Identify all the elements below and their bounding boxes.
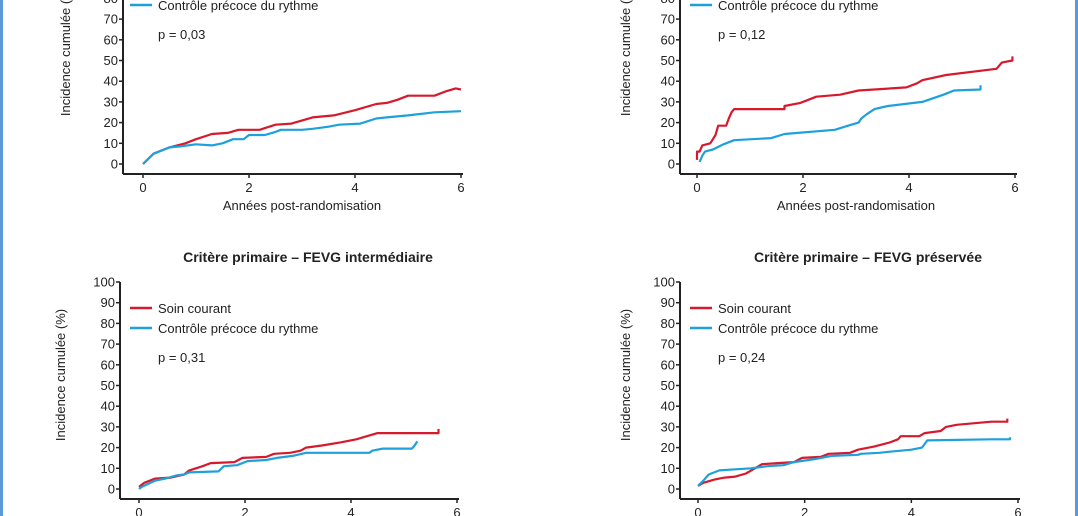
y-tick-label: 20 [661, 440, 675, 455]
y-tick-label: 50 [104, 53, 118, 68]
x-tick-label: 0 [139, 180, 146, 195]
y-tick-label: 40 [101, 399, 115, 414]
y-tick-label: 90 [101, 295, 115, 310]
x-tick-label: 0 [135, 505, 142, 516]
y-tick-label: 90 [661, 295, 675, 310]
y-tick-label: 60 [101, 357, 115, 372]
x-axis-label: Années post-randomisation [223, 198, 381, 213]
y-tick-label: 70 [661, 12, 675, 27]
y-tick-label: 70 [104, 12, 118, 27]
y-tick-label: 0 [668, 157, 675, 172]
y-tick-label: 10 [104, 136, 118, 151]
x-axis-label: Années post-randomisation [777, 198, 935, 213]
p-value-annotation: p = 0,03 [158, 27, 205, 42]
series-line-soin-courant [697, 418, 1009, 487]
p-value-annotation: p = 0,24 [718, 350, 765, 365]
legend-label: Contrôle précoce du rythme [158, 321, 318, 336]
p-value-annotation: p = 0,31 [158, 350, 205, 365]
x-tick-label: 2 [801, 505, 808, 516]
chart-title: Critère primaire – FEVG intermédiaire [183, 249, 433, 265]
p-value-annotation: p = 0,12 [718, 27, 765, 42]
y-tick-label: 30 [661, 419, 675, 434]
y-tick-label: 80 [661, 0, 675, 6]
y-tick-label: 100 [653, 275, 675, 290]
x-tick-label: 2 [241, 505, 248, 516]
series-line-controle-precoce [698, 85, 982, 163]
x-tick-label: 6 [1011, 180, 1018, 195]
y-tick-label: 20 [661, 115, 675, 130]
x-tick-label: 6 [457, 180, 464, 195]
x-tick-label: 4 [347, 505, 354, 516]
y-axis-label: Incidence cumulée (%) [618, 0, 633, 116]
series-line-soin-courant [695, 56, 1014, 160]
y-axis-label: Incidence cumulée (%) [618, 309, 633, 441]
x-tick-label: 4 [908, 505, 915, 516]
y-tick-label: 10 [101, 461, 115, 476]
y-tick-label: 50 [101, 378, 115, 393]
series-line-controle-precoce [138, 440, 419, 490]
series-line-controle-precoce [142, 110, 462, 165]
x-tick-label: 0 [694, 505, 701, 516]
y-tick-label: 80 [104, 0, 118, 6]
legend-label: Soin courant [718, 301, 791, 316]
frame-right-border [1075, 0, 1078, 516]
chart-title: Critère primaire – FEVG préservée [754, 249, 982, 265]
y-tick-label: 60 [661, 357, 675, 372]
legend-label: Contrôle précoce du rythme [718, 0, 878, 13]
y-tick-label: 60 [661, 32, 675, 47]
legend-label: Contrôle précoce du rythme [158, 0, 318, 13]
x-tick-label: 4 [905, 180, 912, 195]
y-tick-label: 70 [661, 337, 675, 352]
x-tick-label: 2 [799, 180, 806, 195]
y-tick-label: 20 [101, 440, 115, 455]
x-tick-label: 2 [245, 180, 252, 195]
y-tick-label: 40 [104, 74, 118, 89]
x-tick-label: 4 [351, 180, 358, 195]
series-line-soin-courant [142, 87, 462, 165]
y-tick-label: 50 [661, 378, 675, 393]
legend-label: Contrôle précoce du rythme [718, 321, 878, 336]
legend-label: Soin courant [158, 301, 231, 316]
y-axis-label: Incidence cumulée (%) [58, 0, 73, 116]
y-tick-label: 80 [661, 316, 675, 331]
y-tick-label: 10 [661, 136, 675, 151]
y-tick-label: 10 [661, 461, 675, 476]
y-tick-label: 0 [111, 157, 118, 172]
x-tick-label: 0 [693, 180, 700, 195]
x-tick-label: 6 [1014, 505, 1021, 516]
series-line-soin-courant [138, 429, 440, 488]
y-tick-label: 20 [104, 115, 118, 130]
y-tick-label: 40 [661, 399, 675, 414]
series-line-controle-precoce [697, 437, 1012, 487]
y-tick-label: 100 [93, 275, 115, 290]
y-tick-label: 30 [101, 419, 115, 434]
y-tick-label: 0 [108, 482, 115, 497]
y-tick-label: 60 [104, 32, 118, 47]
y-tick-label: 30 [104, 94, 118, 109]
frame-left-border [0, 0, 3, 516]
y-tick-label: 80 [101, 316, 115, 331]
y-tick-label: 50 [661, 53, 675, 68]
y-tick-label: 40 [661, 74, 675, 89]
y-tick-label: 30 [661, 94, 675, 109]
y-tick-label: 0 [668, 482, 675, 497]
x-tick-label: 6 [453, 505, 460, 516]
y-tick-label: 70 [101, 337, 115, 352]
y-axis-label: Incidence cumulée (%) [53, 309, 68, 441]
